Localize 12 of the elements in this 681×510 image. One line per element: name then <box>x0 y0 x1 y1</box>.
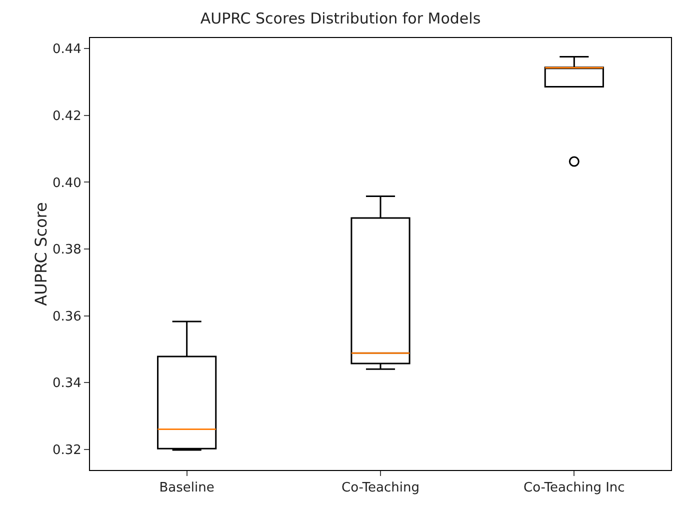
y-tick-label: 0.40 <box>52 176 82 191</box>
y-tick-label: 0.38 <box>52 242 82 258</box>
y-tick-label: 0.42 <box>52 109 82 124</box>
y-tick-label: 0.44 <box>52 42 82 58</box>
y-tick-label: 0.36 <box>52 309 82 324</box>
y-tick-label: 0.32 <box>52 442 82 458</box>
x-tick-label: Baseline <box>159 480 214 496</box>
y-tick-label: 0.34 <box>52 376 82 392</box>
y-axis-title: AUPRC Score <box>31 202 50 306</box>
x-tick-label: Co-Teaching Inc <box>524 480 625 496</box>
x-tick-label: Co-Teaching <box>342 480 420 496</box>
chart-title: AUPRC Scores Distribution for Models <box>200 9 481 28</box>
